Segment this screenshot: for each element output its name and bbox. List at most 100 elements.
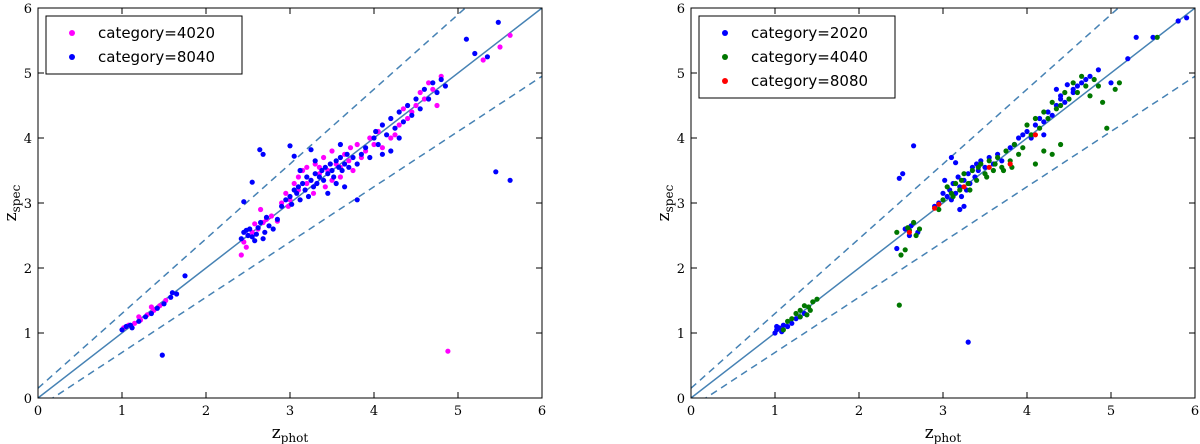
- point-category-4040: [1058, 102, 1064, 109]
- point-category-8040: [438, 76, 444, 83]
- point-category-4040: [801, 303, 808, 309]
- legend-marker: [69, 54, 75, 60]
- point-category-4040: [1070, 80, 1076, 86]
- x-axis-label: zphot: [272, 423, 309, 444]
- point-category-8040: [119, 327, 125, 333]
- point-category-8040: [129, 325, 135, 331]
- point-category-8040: [342, 184, 348, 190]
- point-category-8040: [392, 125, 398, 131]
- point-category-4020: [148, 304, 154, 310]
- point-category-4040: [902, 247, 908, 253]
- point-category-8040: [159, 352, 165, 358]
- point-category-8040: [249, 179, 255, 185]
- point-category-8040: [325, 171, 331, 177]
- point-category-8040: [337, 154, 343, 161]
- point-category-2020: [1150, 34, 1156, 40]
- point-category-2020: [1087, 73, 1093, 79]
- x-tick-label: 4: [1023, 404, 1031, 419]
- point-category-8040: [493, 169, 499, 175]
- point-category-4020: [238, 252, 244, 258]
- point-category-8040: [312, 158, 318, 164]
- point-category-4040: [1011, 141, 1018, 148]
- point-category-8040: [304, 174, 310, 180]
- point-category-2020: [965, 339, 971, 345]
- point-category-4040: [1032, 115, 1038, 122]
- point-category-4040: [936, 206, 942, 213]
- point-category-2020: [940, 190, 946, 196]
- point-category-2020: [953, 160, 959, 166]
- point-category-8040: [400, 119, 406, 125]
- point-category-2020: [958, 193, 965, 200]
- point-category-8040: [344, 151, 350, 157]
- legend-marker: [722, 54, 728, 60]
- right-scatter-panel: 0 1 2 3 4 5 60123456zphotzspeccategory=2020cat…: [654, 2, 1199, 444]
- point-category-4040: [804, 312, 810, 318]
- point-category-8080: [1007, 161, 1013, 167]
- point-category-4020: [346, 158, 352, 164]
- point-category-4040: [797, 307, 803, 313]
- y-tick-label: 1: [677, 327, 685, 342]
- legend-entry: category=8040: [98, 48, 215, 66]
- point-category-4040: [953, 180, 959, 187]
- point-category-2020: [955, 174, 961, 180]
- point-category-8080: [906, 229, 913, 235]
- y-tick-label: 5: [24, 67, 32, 82]
- point-category-8040: [463, 36, 469, 42]
- point-category-4040: [793, 310, 799, 317]
- x-tick-label: 2: [855, 404, 863, 419]
- legend-entry: category=4020: [98, 24, 215, 42]
- point-category-4040: [1091, 76, 1097, 83]
- x-tick-label: 3: [286, 404, 294, 419]
- point-category-4040: [1083, 83, 1089, 89]
- point-category-8040: [266, 223, 272, 229]
- point-category-4040: [944, 184, 950, 190]
- point-category-2020: [894, 245, 900, 252]
- point-category-8040: [252, 238, 258, 244]
- lower-bound-line: [704, 75, 1195, 398]
- point-category-2020: [1041, 132, 1047, 138]
- point-category-8040: [249, 234, 255, 240]
- point-category-4020: [243, 244, 249, 250]
- point-category-8040: [375, 141, 381, 148]
- point-category-4040: [1154, 34, 1160, 40]
- point-category-8040: [379, 151, 385, 157]
- point-category-8040: [472, 50, 478, 57]
- point-category-4040: [896, 302, 902, 308]
- point-category-4040: [916, 226, 923, 232]
- point-category-8040: [327, 161, 333, 167]
- point-category-2020: [982, 164, 988, 170]
- point-category-2020: [948, 154, 955, 161]
- point-category-4040: [913, 232, 919, 239]
- point-category-4020: [283, 190, 289, 196]
- point-category-4040: [1049, 151, 1055, 157]
- x-tick-label: 1: [771, 404, 779, 419]
- point-category-2020: [1053, 86, 1059, 92]
- x-tick-label: 6: [1191, 404, 1199, 419]
- point-category-4020: [304, 164, 310, 170]
- point-category-4020: [310, 190, 317, 196]
- point-category-4040: [986, 158, 992, 164]
- point-category-4020: [434, 102, 440, 109]
- legend-box: [698, 15, 896, 99]
- y-tick-label: 3: [677, 197, 685, 212]
- point-category-8040: [148, 310, 154, 317]
- point-category-4020: [304, 180, 310, 187]
- point-category-8040: [333, 180, 339, 187]
- point-category-4040: [969, 167, 976, 174]
- point-category-4020: [132, 320, 138, 326]
- point-category-8040: [260, 151, 266, 157]
- point-category-8040: [123, 323, 129, 330]
- point-category-8040: [243, 227, 249, 233]
- point-category-4040: [789, 316, 795, 322]
- point-category-8040: [495, 19, 501, 25]
- point-category-8080: [936, 201, 942, 207]
- point-category-8040: [373, 128, 379, 135]
- point-category-4020: [268, 213, 275, 219]
- data-points: [119, 19, 513, 358]
- lower-bound-line: [51, 75, 542, 398]
- point-category-8040: [238, 236, 244, 242]
- point-category-2020: [1064, 82, 1070, 88]
- point-category-8040: [257, 147, 263, 153]
- point-category-4040: [911, 219, 917, 226]
